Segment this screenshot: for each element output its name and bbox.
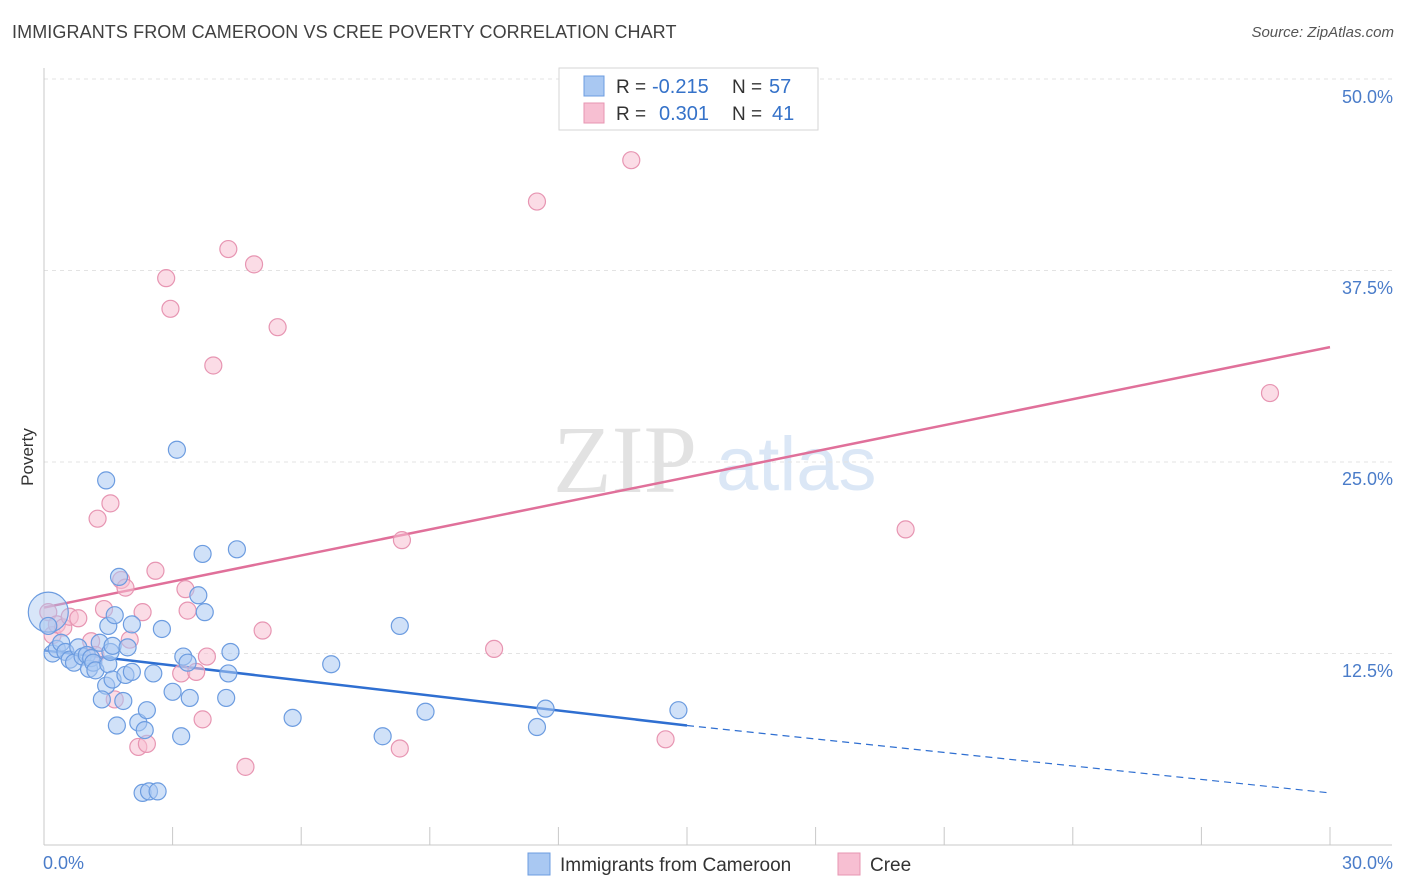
cameroon-point-48 [193, 544, 212, 564]
trend-lines [43, 345, 1331, 794]
cameroon-point-39 [148, 782, 167, 801]
cree-point-38 [622, 151, 641, 170]
bottom-legend-label-pink: Cree [870, 855, 911, 876]
cameroon-point-23 [97, 471, 116, 490]
cree-point-35 [392, 531, 412, 550]
cameroon-trend-extension [686, 724, 1331, 794]
x-tick-labels: 0.0% 30.0% [43, 853, 1393, 873]
cameroon-point-45 [178, 653, 197, 672]
cree-point-26 [193, 710, 212, 729]
x-tick-label-max: 30.0% [1342, 853, 1393, 873]
cameroon-point-51 [219, 664, 238, 683]
watermark-zip: ZIP [553, 406, 697, 513]
cameroon-point-40 [152, 619, 171, 639]
cree-point-41 [1260, 383, 1280, 403]
cree-point-30 [236, 757, 255, 776]
cree-point-39 [656, 730, 675, 749]
chart-title: IMMIGRANTS FROM CAMEROON VS CREE POVERTY… [12, 22, 677, 42]
cree-point-28 [204, 356, 223, 375]
cameroon-point-56 [373, 727, 392, 746]
legend-r-value-2: 0.301 [659, 103, 709, 125]
watermark: ZIP atlas [553, 406, 877, 513]
cree-point-31 [244, 255, 264, 274]
legend-n-label-2: N = [732, 104, 762, 125]
y-tick-label-3: 37.5% [1342, 278, 1393, 298]
cameroon-point-2 [39, 616, 58, 636]
cameroon-point-43 [172, 727, 191, 746]
cameroon-point-42 [167, 440, 186, 459]
cameroon-point-46 [180, 688, 199, 708]
legend-swatch-blue [583, 75, 605, 97]
cameroon-points [27, 440, 688, 803]
y-tick-label-1: 12.5% [1342, 661, 1393, 681]
cameroon-point-21 [107, 716, 126, 735]
legend-r-value-1: -0.215 [652, 76, 709, 98]
cree-point-37 [527, 192, 547, 211]
cameroon-point-50 [217, 688, 236, 708]
cameroon-point-53 [227, 540, 246, 559]
cameroon-point-49 [195, 603, 214, 622]
legend-n-value-1: 57 [769, 76, 791, 98]
legend-swatch-pink [583, 102, 605, 124]
axes [43, 68, 1392, 846]
cameroon-point-22 [92, 690, 111, 709]
cameroon-point-35 [135, 720, 154, 740]
bottom-legend: Immigrants from Cameroon Cree [527, 852, 911, 876]
cree-point-9 [88, 509, 107, 528]
cameroon-point-54 [283, 708, 302, 727]
cameroon-point-61 [669, 701, 688, 720]
cameroon-point-20 [103, 636, 122, 655]
cree-points [39, 151, 1280, 776]
cree-point-17 [133, 603, 152, 622]
cameroon-point-52 [221, 642, 240, 662]
bottom-legend-swatch-blue [527, 852, 551, 876]
cree-point-24 [178, 601, 197, 620]
cree-point-34 [390, 739, 409, 758]
cameroon-point-32 [122, 615, 141, 634]
cree-point-27 [197, 647, 216, 666]
cree-point-36 [485, 639, 504, 659]
cree-trend-line [43, 345, 1331, 609]
legend-n-value-2: 41 [772, 103, 794, 125]
cameroon-point-47 [189, 586, 208, 605]
cameroon-point-26 [105, 606, 124, 625]
cameroon-point-60 [536, 699, 555, 718]
cameroon-point-57 [390, 616, 409, 636]
y-tick-label-2: 25.0% [1342, 469, 1393, 489]
cree-point-29 [219, 239, 238, 259]
cameroon-point-58 [416, 702, 435, 721]
source-label: Source: ZipAtlas.com [1251, 24, 1394, 41]
cree-point-20 [157, 269, 176, 288]
cree-point-21 [161, 299, 180, 318]
bottom-legend-swatch-pink [837, 852, 861, 876]
cameroon-point-31 [122, 662, 141, 681]
y-tick-label-4: 50.0% [1342, 87, 1393, 107]
legend-r-label-2: R = [616, 104, 646, 125]
y-tick-labels: 12.5% 25.0% 37.5% 50.0% [1342, 87, 1393, 681]
cameroon-point-38 [144, 664, 163, 683]
cameroon-point-28 [114, 691, 133, 711]
x-tick-label-min: 0.0% [43, 853, 84, 873]
cameroon-trend-line [43, 649, 688, 727]
legend-box: R = -0.215 N = 57 R = 0.301 N = 41 [558, 67, 819, 131]
cameroon-point-27 [109, 567, 129, 587]
cree-point-40 [896, 520, 915, 539]
bottom-legend-label-blue: Immigrants from Cameroon [560, 855, 791, 876]
legend-r-label-1: R = [616, 77, 646, 98]
cameroon-point-36 [137, 701, 156, 720]
cree-point-33 [268, 318, 287, 337]
watermark-atlas: atlas [716, 422, 877, 507]
legend-n-label-1: N = [732, 77, 762, 98]
cree-point-32 [253, 621, 272, 640]
cree-point-6 [69, 609, 88, 628]
cree-point-11 [101, 494, 120, 513]
cameroon-point-41 [163, 682, 182, 701]
cameroon-point-30 [118, 638, 137, 657]
y-axis-label: Poverty [18, 428, 37, 486]
cameroon-point-59 [527, 717, 547, 737]
cree-point-19 [146, 561, 165, 580]
cameroon-point-55 [322, 655, 341, 674]
